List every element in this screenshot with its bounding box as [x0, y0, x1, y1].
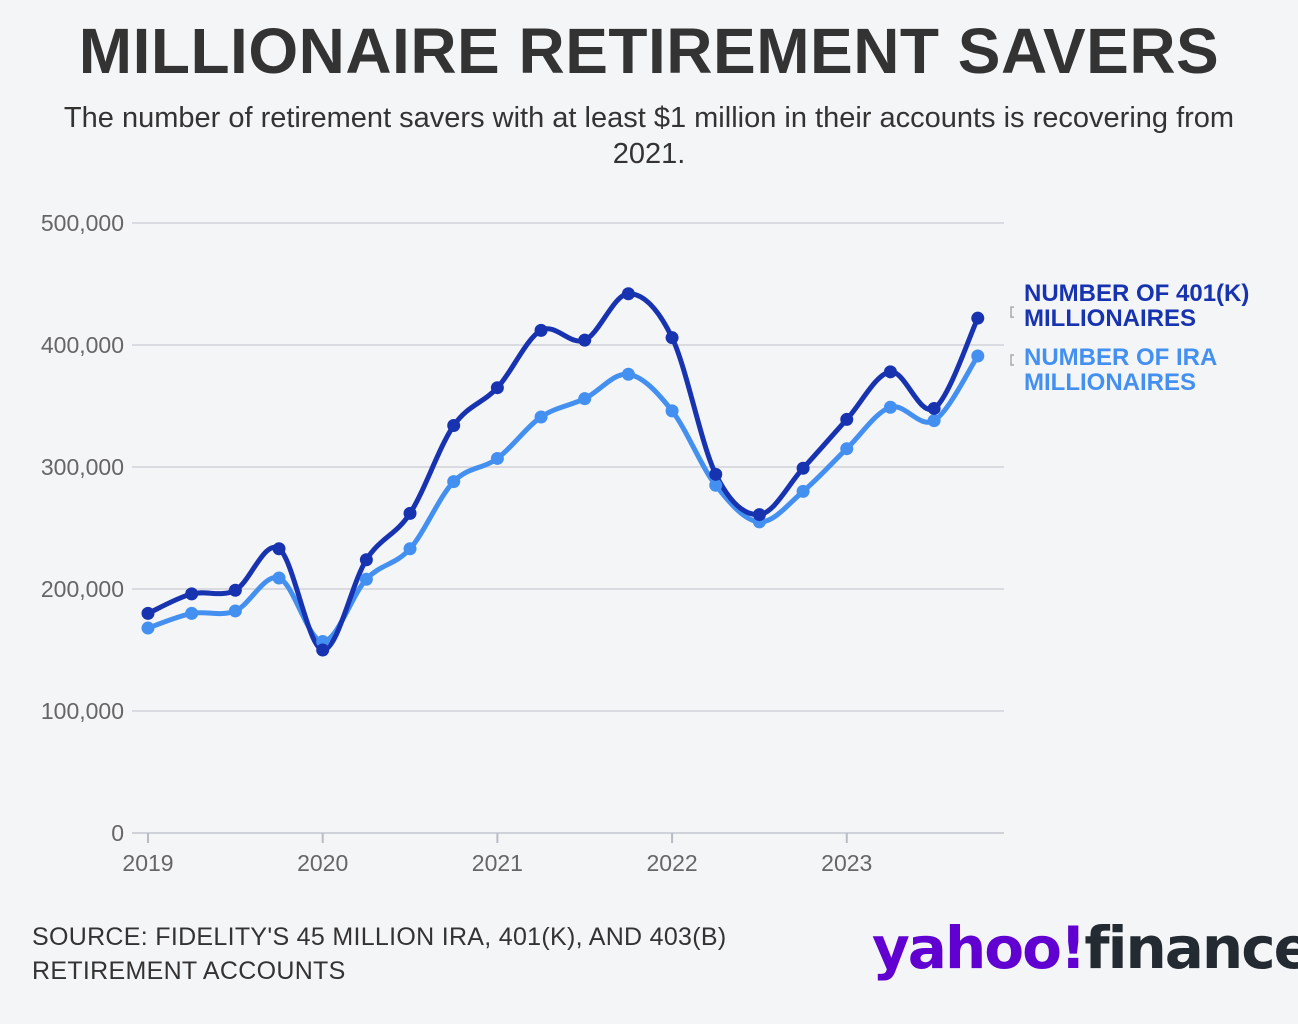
series-401k-point [578, 333, 592, 347]
y-tick-label: 0 [111, 820, 124, 846]
y-grid [132, 222, 1004, 834]
series-401k-point [796, 461, 810, 475]
source-line-2: RETIREMENT ACCOUNTS [32, 957, 346, 985]
chart-title: MILLIONAIRE RETIREMENT SAVERS [78, 15, 1220, 87]
y-tick-label: 500,000 [41, 210, 124, 236]
x-tick-label: 2020 [297, 850, 348, 876]
series-401k-point [316, 643, 330, 657]
series-401k-point [840, 412, 854, 426]
series-ira-legend-connector [1010, 354, 1014, 366]
x-tick-label: 2019 [122, 850, 173, 876]
series-401k-point [752, 508, 766, 522]
series-401k-point [185, 587, 199, 601]
x-tick-label: 2022 [646, 850, 697, 876]
series-ira-point [883, 400, 897, 414]
y-tick-label: 100,000 [41, 698, 124, 724]
series-points [141, 287, 985, 657]
series-401k-point [927, 401, 941, 415]
series-401k-point [359, 553, 373, 567]
series-ira-line [145, 353, 981, 644]
yahoo-finance-logo: yahoo!finance [872, 914, 1298, 982]
logo-finance-text: finance [1084, 914, 1298, 982]
series-ira-point [185, 606, 199, 620]
series-401k-point [621, 287, 635, 301]
series-401k-point [228, 583, 242, 597]
x-tick-label: 2023 [821, 850, 872, 876]
series-401k-point [403, 506, 417, 520]
series-401k-point [141, 606, 155, 620]
series-ira-point [621, 367, 635, 381]
logo-bang: ! [1059, 914, 1086, 982]
series-401k-legend-label: MILLIONAIRES [1024, 305, 1196, 332]
series-401k-legend-connector [1010, 306, 1014, 318]
series-401k-point [534, 323, 548, 337]
series-401k-point [272, 542, 286, 556]
series-ira-point [447, 475, 461, 489]
x-axis: 2019 2020 2021 2022 2023 [122, 833, 872, 876]
series-ira-point [578, 392, 592, 406]
y-tick-label: 300,000 [41, 454, 124, 480]
source-line-1: SOURCE: FIDELITY'S 45 MILLION IRA, 401(K… [32, 923, 727, 951]
series-ira-point [665, 404, 679, 418]
series-ira-point [272, 571, 286, 585]
series-ira-point [403, 542, 417, 556]
series-401k-point [447, 419, 461, 433]
y-axis-ticks: 0 100,000 200,000 300,000 400,000 500,000 [41, 210, 124, 846]
series-401k-legend-label: NUMBER OF 401(K) [1024, 280, 1249, 307]
series-ira-point [141, 621, 155, 635]
series-401k-point [883, 365, 897, 379]
series-ira-point [971, 349, 985, 363]
series-ira-legend-label: NUMBER OF IRA [1024, 344, 1217, 371]
series-ira-point [840, 442, 854, 456]
series-401k-point [490, 381, 504, 395]
series-401k-line [145, 291, 981, 653]
y-tick-label: 200,000 [41, 576, 124, 602]
x-tick-label: 2021 [472, 850, 523, 876]
logo-yahoo-text: yahoo [872, 914, 1062, 982]
series-ira-point [490, 451, 504, 465]
series-ira-legend-label: MILLIONAIRES [1024, 369, 1196, 396]
series-ira-point [359, 572, 373, 586]
y-tick-label: 400,000 [41, 332, 124, 358]
series-ira-point [534, 410, 548, 424]
series-ira-point [228, 604, 242, 618]
series-401k-point [971, 311, 985, 325]
series-ira-point [709, 478, 723, 492]
series-401k-point [665, 331, 679, 345]
series-lines [145, 291, 981, 653]
series-401k-point [709, 467, 723, 481]
series-ira-point [796, 484, 810, 498]
series-ira-point [927, 414, 941, 428]
source-note: SOURCE: FIDELITY'S 45 MILLION IRA, 401(K… [32, 920, 832, 988]
chart-subtitle: The number of retirement savers with at … [63, 102, 1235, 170]
